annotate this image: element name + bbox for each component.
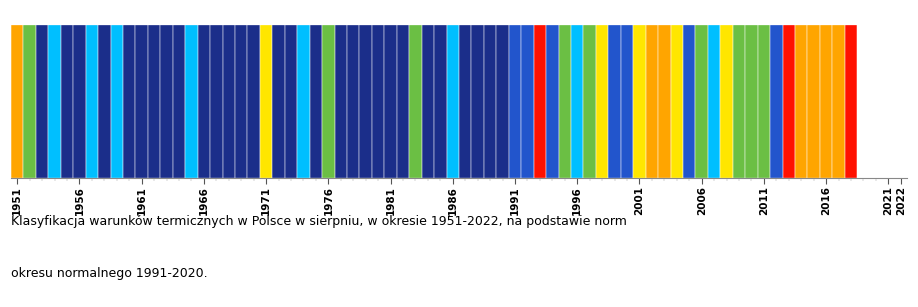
Bar [222, 25, 235, 178]
Bar [571, 25, 584, 178]
Bar [372, 25, 385, 178]
Bar [123, 25, 136, 178]
Bar [584, 25, 596, 178]
Bar [24, 25, 36, 178]
Bar [360, 25, 372, 178]
Bar [782, 25, 795, 178]
Bar [85, 25, 98, 178]
Bar [459, 25, 472, 178]
Bar [397, 25, 409, 178]
Bar [73, 25, 85, 178]
Bar [521, 25, 533, 178]
Bar [446, 25, 459, 178]
Bar [248, 25, 260, 178]
Bar [757, 25, 770, 178]
Bar [658, 25, 670, 178]
Bar [98, 25, 110, 178]
Bar [334, 25, 347, 178]
Bar [808, 25, 820, 178]
Bar [161, 25, 173, 178]
Bar [609, 25, 621, 178]
Bar [670, 25, 683, 178]
Bar [273, 25, 285, 178]
Bar [434, 25, 446, 178]
Bar [708, 25, 721, 178]
Bar [633, 25, 645, 178]
Bar [285, 25, 297, 178]
Bar [558, 25, 571, 178]
Bar [795, 25, 808, 178]
Bar [472, 25, 484, 178]
Bar [197, 25, 210, 178]
Bar [210, 25, 222, 178]
Bar [347, 25, 360, 178]
Bar [546, 25, 558, 178]
Bar [833, 25, 845, 178]
Bar [770, 25, 782, 178]
Bar [11, 25, 24, 178]
Bar [621, 25, 633, 178]
Bar [173, 25, 185, 178]
Bar [49, 25, 61, 178]
Bar [533, 25, 546, 178]
Text: okresu normalnego 1991-2020.: okresu normalnego 1991-2020. [11, 267, 207, 280]
Bar [696, 25, 708, 178]
Bar [61, 25, 73, 178]
Bar [683, 25, 696, 178]
Bar [185, 25, 197, 178]
Bar [745, 25, 757, 178]
Bar [596, 25, 609, 178]
Bar [136, 25, 148, 178]
Bar [260, 25, 273, 178]
Bar [297, 25, 309, 178]
Text: Klasyfikacja warunków termicznych w Polsce w sierpniu, w okresie 1951-2022, na p: Klasyfikacja warunków termicznych w Pols… [11, 215, 627, 228]
Bar [322, 25, 334, 178]
Bar [110, 25, 123, 178]
Bar [497, 25, 509, 178]
Bar [309, 25, 322, 178]
Bar [820, 25, 833, 178]
Bar [421, 25, 434, 178]
Bar [148, 25, 161, 178]
Bar [409, 25, 421, 178]
Bar [645, 25, 658, 178]
Bar [484, 25, 497, 178]
Bar [509, 25, 521, 178]
Bar [36, 25, 49, 178]
Bar [385, 25, 397, 178]
Bar [845, 25, 857, 178]
Bar [235, 25, 248, 178]
Bar [721, 25, 733, 178]
Bar [733, 25, 745, 178]
